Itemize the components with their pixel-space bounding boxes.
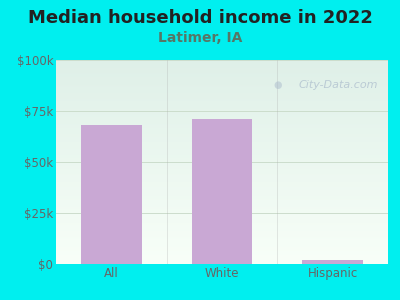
Text: Median household income in 2022: Median household income in 2022 bbox=[28, 9, 372, 27]
Text: ●: ● bbox=[273, 80, 282, 90]
Bar bbox=[302, 260, 363, 264]
Bar bbox=[192, 119, 252, 264]
Bar bbox=[81, 125, 142, 264]
Text: Latimer, IA: Latimer, IA bbox=[158, 32, 242, 46]
Text: City-Data.com: City-Data.com bbox=[298, 80, 378, 90]
